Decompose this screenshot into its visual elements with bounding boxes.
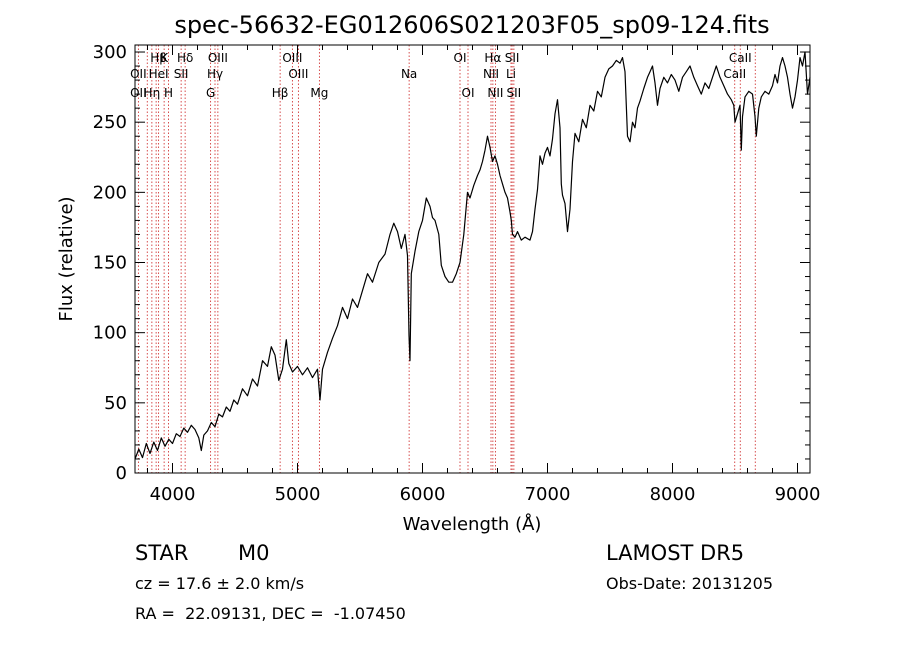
- line-annotation: OIII: [208, 51, 228, 65]
- line-annotation: Hγ: [207, 67, 223, 81]
- line-annotation: G: [206, 86, 215, 100]
- line-annotation: SII: [174, 67, 189, 81]
- line-annotation: HeI: [149, 67, 169, 81]
- line-annotation: OIII: [288, 67, 308, 81]
- chart-title: spec-56632-EG012606S021203F05_sp09-124.f…: [174, 11, 769, 39]
- line-annotation: Hβ: [150, 51, 167, 65]
- line-annotation: OI: [454, 51, 467, 65]
- line-annotation: Hδ: [177, 51, 193, 65]
- line-annotation: Na: [401, 67, 417, 81]
- line-annotation: H: [164, 86, 173, 100]
- line-annotation: NII: [483, 67, 499, 81]
- x-tick-label: 7000: [525, 484, 571, 505]
- line-annotation: OI: [462, 86, 475, 100]
- y-tick-label: 100: [93, 323, 127, 344]
- redshift-value: cz = 17.6 ± 2.0 km/s: [135, 574, 305, 593]
- plot-frame: [134, 44, 811, 474]
- line-annotation: Hα: [484, 51, 501, 65]
- line-annotation: K: [160, 51, 169, 65]
- coordinates: RA = 22.09131, DEC = -1.07450: [135, 604, 406, 623]
- y-axis-label: Flux (relative): [56, 196, 77, 321]
- line-annotation: Hβ: [272, 86, 289, 100]
- y-axis: 0 50 100 150 200 250 300: [93, 42, 810, 484]
- line-annotation: Mg: [310, 86, 328, 100]
- line-annotation: SII: [505, 51, 520, 65]
- line-annotation: SII: [507, 86, 522, 100]
- y-tick-label: 250: [93, 112, 127, 133]
- y-tick-label: 200: [93, 182, 127, 203]
- x-tick-label: 4000: [150, 484, 196, 505]
- line-annotation: CaII: [723, 67, 746, 81]
- line-annotation: NII: [487, 86, 503, 100]
- line-annotation: OII: [130, 67, 147, 81]
- x-tick-label: 5000: [275, 484, 321, 505]
- line-annotation: CaII: [729, 51, 752, 65]
- x-axis: 4000 5000 6000 7000 8000 9000: [147, 45, 821, 505]
- y-tick-label: 50: [104, 393, 127, 414]
- y-tick-label: 0: [116, 463, 127, 484]
- x-tick-label: 9000: [775, 484, 821, 505]
- y-tick-label: 300: [93, 42, 127, 63]
- survey-name: LAMOST DR5: [606, 541, 745, 565]
- object-class: STAR: [135, 541, 189, 565]
- line-annotation: OIII: [282, 51, 302, 65]
- line-marker-group: [137, 45, 756, 473]
- x-tick-label: 6000: [400, 484, 446, 505]
- observation-date: Obs-Date: 20131205: [606, 574, 774, 593]
- x-tick-label: 8000: [650, 484, 696, 505]
- spectrum-line: [134, 51, 811, 460]
- object-subclass: M0: [238, 541, 270, 565]
- line-annotation: Li: [506, 67, 516, 81]
- line-annotation: OII: [130, 86, 147, 100]
- line-annotation: Hη: [144, 86, 161, 100]
- y-tick-label: 150: [93, 253, 127, 274]
- x-axis-label: Wavelength (Å): [403, 513, 542, 535]
